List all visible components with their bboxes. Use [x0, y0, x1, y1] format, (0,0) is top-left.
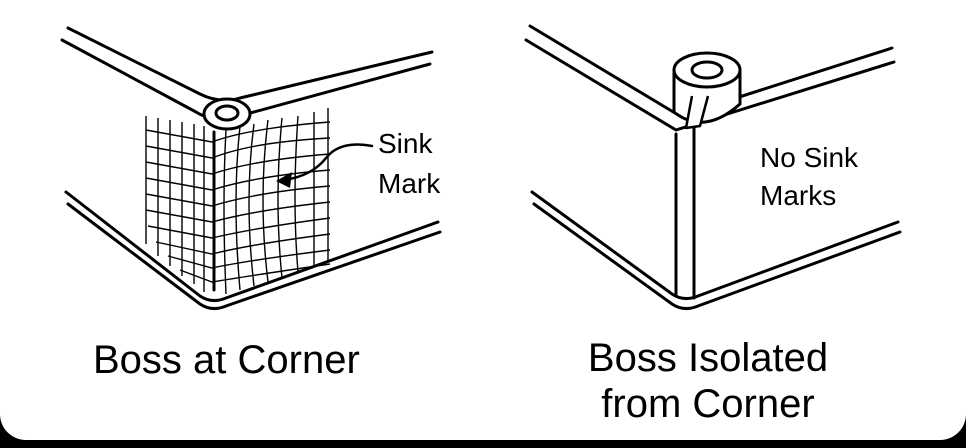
isolated-boss-rib [684, 95, 710, 130]
left-bottom-lip-upper [64, 190, 440, 303]
right-bottom-lip-lower [532, 202, 902, 311]
right-rim-inner [524, 38, 896, 132]
sink-mark-label-line1: Sink [378, 128, 433, 159]
right-caption-line1: Boss Isolated [587, 336, 829, 380]
left-bottom-lip-lower [66, 202, 442, 311]
no-sink-note-line2: Marks [760, 180, 837, 211]
sink-mark-label-line2: Mark [378, 168, 441, 199]
isolated-boss [672, 51, 742, 130]
left-caption: Boss at Corner [93, 338, 360, 382]
right-box-corner [524, 24, 902, 311]
right-caption-line2: from Corner [601, 382, 815, 426]
no-sink-note-line1: No Sink [760, 142, 859, 173]
sink-mark-arrow [282, 143, 374, 182]
sink-mark-grid [145, 108, 331, 295]
left-rim-outer [66, 26, 434, 102]
right-bottom-lip-upper [530, 190, 900, 301]
left-corner-boss [202, 97, 252, 131]
sink-mark-arrowhead [276, 172, 292, 188]
